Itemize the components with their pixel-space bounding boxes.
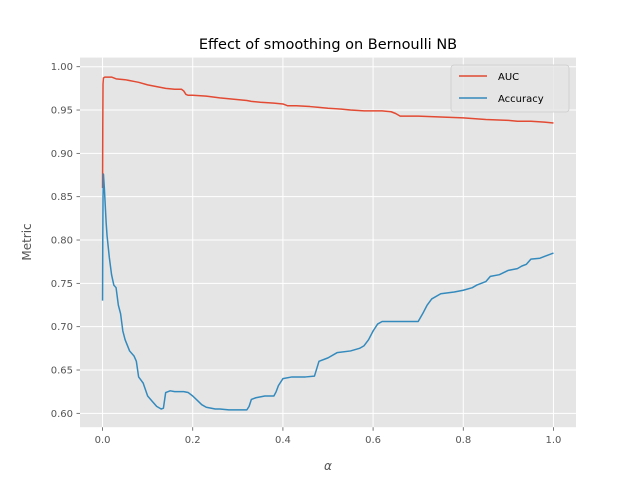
y-tick-label: 0.85 — [51, 192, 73, 203]
y-axis-label: Metric — [20, 223, 34, 260]
x-tick-label: 0.0 — [95, 435, 111, 446]
x-tick-label: 0.4 — [275, 435, 291, 446]
legend-label-auc: AUC — [498, 72, 519, 83]
y-tick-label: 0.60 — [51, 409, 73, 420]
y-tick-label: 0.65 — [51, 366, 73, 377]
x-axis-label: α — [324, 459, 332, 473]
x-axis-ticks: 0.0 0.2 0.4 0.6 0.8 1.0 — [95, 427, 562, 446]
plot-area — [80, 57, 576, 428]
y-tick-label: 0.70 — [51, 322, 73, 333]
x-tick-label: 0.8 — [455, 435, 471, 446]
legend-label-accuracy: Accuracy — [498, 94, 544, 105]
chart-title: Effect of smoothing on Bernoulli NB — [199, 37, 457, 53]
y-tick-label: 0.95 — [51, 106, 73, 117]
y-axis-ticks: 0.60 0.65 0.70 0.75 0.80 0.85 0.90 0.95 1.00 — [51, 62, 80, 420]
series-line-auc — [101, 76, 554, 189]
y-tick-label: 1.00 — [51, 62, 73, 73]
series-lines — [101, 76, 554, 411]
legend: AUC Accuracy — [450, 64, 570, 113]
x-tick-label: 1.0 — [546, 435, 562, 446]
y-tick-label: 0.75 — [51, 279, 73, 290]
y-tick-label: 0.90 — [51, 149, 73, 160]
x-tick-label: 0.2 — [185, 435, 201, 446]
series-line-accuracy — [101, 173, 554, 411]
grid-lines — [80, 57, 576, 428]
y-tick-label: 0.80 — [51, 236, 73, 247]
x-tick-label: 0.6 — [365, 435, 381, 446]
